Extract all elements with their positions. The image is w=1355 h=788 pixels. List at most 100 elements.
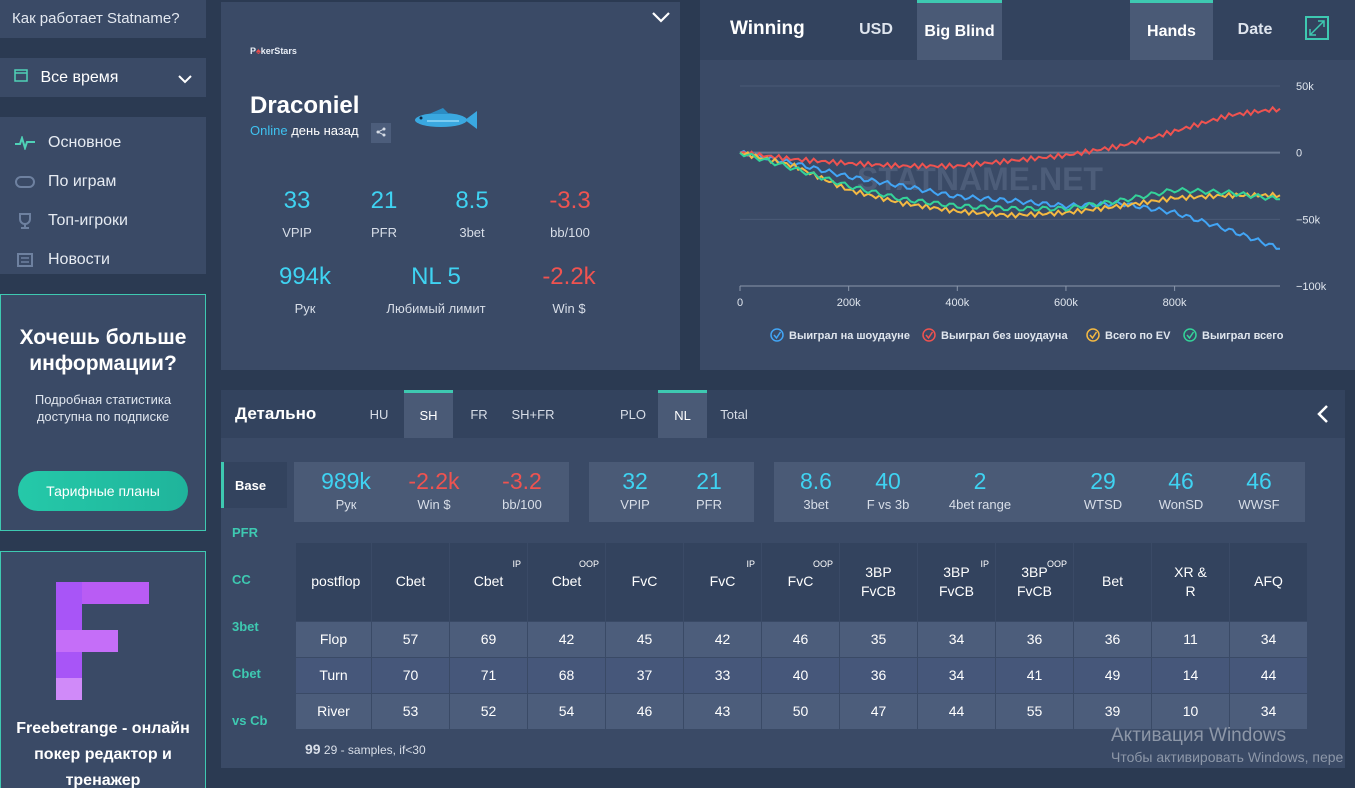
table-cell: 41 xyxy=(995,656,1074,694)
side-tab-pfr[interactable]: PFR xyxy=(232,525,258,540)
side-tab-cbet[interactable]: Cbet xyxy=(232,666,261,681)
legend-check-mark xyxy=(773,331,782,340)
tab-usd[interactable]: USD xyxy=(859,21,893,38)
tab-big-blind[interactable]: Big Blind xyxy=(917,0,1002,60)
how-it-works-link[interactable]: Как работает Statname? xyxy=(0,0,206,38)
table-cell: 34 xyxy=(1229,692,1308,730)
tab-plo[interactable]: PLO xyxy=(619,406,646,422)
expand-icon[interactable] xyxy=(1305,16,1329,40)
table-cell: 11 xyxy=(1151,620,1230,658)
fish-icon xyxy=(415,108,477,129)
stat-value: NL 5 xyxy=(411,263,461,290)
windows-activation-watermark: Активация Windows Чтобы активировать Wind… xyxy=(1111,725,1344,765)
table-cell: 36 xyxy=(1073,620,1152,658)
table-cell: 35 xyxy=(839,620,918,658)
table-header: 3BP FvCB xyxy=(839,543,918,621)
table-cell: 69 xyxy=(449,620,528,658)
sidebar-item-label: Топ-игроки xyxy=(48,211,128,229)
table-row: River 53 52 54 46 43 50 47 44 55 39 10 34 xyxy=(295,692,1308,730)
table-cell: 70 xyxy=(371,656,450,694)
pulse-icon xyxy=(14,135,36,150)
tab-date[interactable]: Date xyxy=(1237,21,1273,38)
subscription-promo: Хочешь больше информации? Подробная стат… xyxy=(0,294,206,531)
table-header: XR & R xyxy=(1151,543,1230,621)
side-tab-3bet[interactable]: 3bet xyxy=(232,619,259,634)
share-button[interactable] xyxy=(371,123,391,143)
legend-label: Всего по EV xyxy=(1105,330,1171,342)
chevron-down-icon xyxy=(178,71,192,89)
summary-box-preflop: 32 VPIP 21 PFR xyxy=(589,462,754,522)
table-cell: 45 xyxy=(605,620,684,658)
summary-item: 29 WTSD xyxy=(1083,468,1123,512)
header-position-tag: IP xyxy=(512,559,521,569)
table-cell: 52 xyxy=(449,692,528,730)
stat-value: 994k xyxy=(278,263,332,290)
legend-check-icon xyxy=(922,328,936,342)
tab-hands[interactable]: Hands xyxy=(1130,0,1213,60)
legend-check-mark xyxy=(1186,331,1195,340)
legend-label: Выиграл всего xyxy=(1202,330,1284,342)
winnings-chart-panel: Winning USD Big Blind Hands Date 50k 0 −50… xyxy=(700,0,1355,370)
chevron-left-icon[interactable] xyxy=(1317,404,1329,429)
street-label: Flop xyxy=(295,620,372,658)
freebet-banner[interactable]: Freebetrange - онлайн покер редактор и т… xyxy=(0,551,206,788)
tab-sh[interactable]: SH xyxy=(404,390,453,438)
promo-title: Хочешь больше информации? xyxy=(19,326,187,375)
summary-item: 32 VPIP xyxy=(620,468,650,512)
side-tab-base[interactable]: Base xyxy=(221,462,287,508)
table-header: Cbet OOP xyxy=(527,543,606,621)
sidebar-item-top-players[interactable]: Топ-игроки xyxy=(0,201,206,240)
table-cell: 49 xyxy=(1073,656,1152,694)
stat-label: PFR xyxy=(371,225,397,240)
online-label: Online xyxy=(250,123,288,138)
header-position-tag: OOP xyxy=(578,559,599,569)
summary-item: 46 WonSD xyxy=(1158,468,1204,512)
table-cell: 68 xyxy=(527,656,606,694)
table-cell: 44 xyxy=(917,692,996,730)
tab-sh-fr[interactable]: SH+FR xyxy=(511,406,555,422)
sidebar-nav: Основное По играм Топ-игроки Новости xyxy=(0,117,206,274)
period-select[interactable]: Все время xyxy=(0,58,206,97)
table-cell: 71 xyxy=(449,656,528,694)
sidebar-item-label: Новости xyxy=(48,250,110,268)
y-tick-label: −100k xyxy=(1296,281,1327,293)
tab-hu[interactable]: HU xyxy=(369,406,389,422)
table-header: 3BP FvCB IP xyxy=(917,543,996,621)
pricing-plans-button[interactable]: Тарифные планы xyxy=(18,471,188,511)
header-position-tag: IP xyxy=(980,559,989,569)
sidebar-item-main[interactable]: Основное xyxy=(0,123,206,162)
table-cell: 34 xyxy=(917,656,996,694)
table-cell: 36 xyxy=(995,620,1074,658)
sidebar-item-games[interactable]: По играм xyxy=(0,162,206,201)
x-tick-label: 600k xyxy=(1054,297,1078,309)
trophy-icon xyxy=(14,212,36,229)
tab-total[interactable]: Total xyxy=(720,406,748,422)
side-tab-vs-cb[interactable]: vs Cb xyxy=(232,713,268,728)
stat-value: -3.3 xyxy=(549,187,591,214)
details-title: Детально xyxy=(235,404,317,423)
table-cell: 33 xyxy=(683,656,762,694)
tab-fr[interactable]: FR xyxy=(470,406,488,422)
series-line xyxy=(739,105,1281,170)
tab-nl[interactable]: NL xyxy=(658,390,707,438)
stat-value: -2.2k xyxy=(542,263,596,290)
samples-footnote: 99 29 - samples, if<30 xyxy=(305,741,426,757)
collapse-chevron-icon[interactable] xyxy=(652,10,670,28)
postflop-stats-table: postflop Cbet Cbet IP Cbet OOP FvC FvC IP FvC OOP 3… xyxy=(295,543,1308,730)
table-cell: 14 xyxy=(1151,656,1230,694)
calendar-icon xyxy=(14,69,32,86)
table-header: FvC OOP xyxy=(761,543,840,621)
table-cell: 40 xyxy=(761,656,840,694)
chart-title: Winning xyxy=(730,18,805,39)
last-seen: день назад xyxy=(291,123,359,138)
legend-label: Выиграл без шоудауна xyxy=(941,330,1068,342)
x-tick-label: 0 xyxy=(737,297,743,309)
summary-item: 40 F vs 3b xyxy=(866,468,910,512)
table-cell: 53 xyxy=(371,692,450,730)
side-tab-cc[interactable]: CC xyxy=(232,572,251,587)
sidebar-item-label: По играм xyxy=(48,172,117,190)
table-header: 3BP FvCB OOP xyxy=(995,543,1074,621)
sidebar-item-news[interactable]: Новости xyxy=(0,240,206,279)
table-cell: 10 xyxy=(1151,692,1230,730)
